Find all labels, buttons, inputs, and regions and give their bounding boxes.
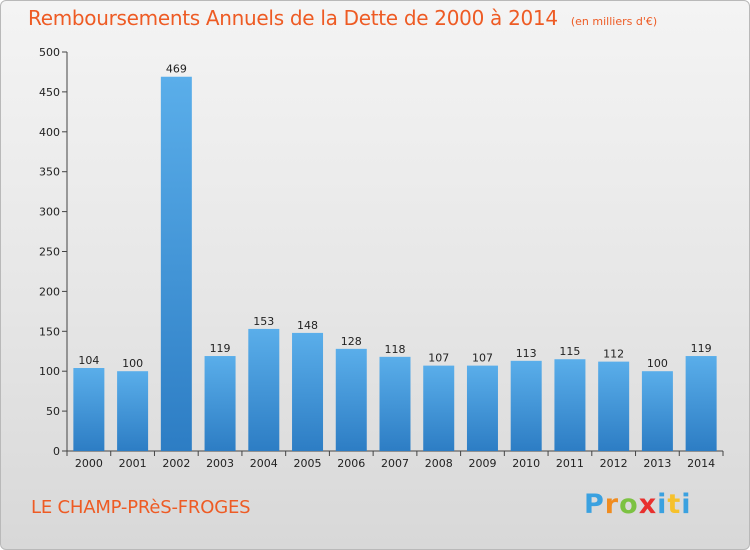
bar-value-label: 119 [691, 342, 712, 355]
x-tick-label: 2001 [119, 457, 147, 470]
y-tick-label: 100 [39, 365, 60, 378]
y-tick-label: 0 [53, 445, 60, 458]
bar-value-label: 100 [122, 357, 143, 370]
y-tick-label: 50 [46, 405, 60, 418]
bar-value-label: 469 [166, 63, 187, 76]
y-tick-label: 300 [39, 206, 60, 219]
x-tick-label: 2005 [294, 457, 322, 470]
y-axis: 0 50 100 150 200 250 300 350 400 450 500 [39, 46, 68, 458]
logo-letter: P [584, 489, 605, 520]
bar[interactable] [554, 359, 586, 451]
y-tick-label: 400 [39, 126, 60, 139]
chart-title: Remboursements Annuels de la Dette de 20… [28, 6, 657, 30]
bar-value-label: 113 [516, 347, 537, 360]
bar[interactable] [117, 371, 149, 451]
logo-letter: i [657, 489, 668, 520]
y-tick-label: 500 [39, 46, 60, 59]
bar[interactable] [292, 332, 324, 451]
y-tick-label: 200 [39, 285, 60, 298]
bars [73, 76, 717, 451]
chart-title-text: Remboursements Annuels de la Dette de 20… [28, 6, 558, 30]
x-tick-label: 2012 [600, 457, 628, 470]
x-tick-label: 2002 [162, 457, 190, 470]
bar[interactable] [641, 371, 673, 451]
bar[interactable] [685, 356, 717, 451]
proxiti-logo[interactable]: Proxiti [584, 489, 692, 520]
logo-letter: x [638, 489, 658, 520]
x-tick-label: 2008 [425, 457, 453, 470]
bar[interactable] [73, 368, 105, 451]
x-axis: 2000 2001 2002 2003 2004 2005 2006 2007 2008 2009… [66, 450, 724, 470]
x-tick-label: 2007 [381, 457, 409, 470]
bar-value-label: 118 [385, 343, 406, 356]
bar-value-label: 112 [603, 348, 624, 361]
y-tick-label: 150 [39, 325, 60, 338]
bar-value-label: 148 [297, 319, 318, 332]
bar-value-label: 119 [210, 342, 231, 355]
bar-value-label: 104 [78, 354, 99, 367]
bar[interactable] [598, 361, 630, 451]
bar-value-label: 128 [341, 335, 362, 348]
bar[interactable] [510, 360, 542, 451]
bar[interactable] [335, 348, 367, 451]
x-tick-label: 2006 [337, 457, 365, 470]
x-tick-label: 2014 [687, 457, 715, 470]
x-tick-label: 2004 [250, 457, 278, 470]
commune-name: LE CHAMP-PRèS-FROGES [31, 497, 251, 518]
x-tick-label: 2010 [512, 457, 540, 470]
x-tick-label: 2003 [206, 457, 234, 470]
y-tick-label: 350 [39, 166, 60, 179]
x-tick-label: 2000 [75, 457, 103, 470]
logo-letter: i [681, 489, 692, 520]
y-tick-label: 250 [39, 246, 60, 259]
bar[interactable] [248, 328, 280, 451]
bar[interactable] [423, 365, 455, 451]
value-labels: 104 100 469 119 153 148 128 118 107 107 113 115 112 1… [78, 63, 711, 370]
bar[interactable] [466, 365, 498, 451]
logo-letter: t [667, 489, 682, 520]
bar[interactable] [379, 356, 411, 451]
x-tick-label: 2011 [556, 457, 584, 470]
logo-letter: r [604, 489, 620, 520]
bar[interactable] [160, 76, 192, 451]
bar-value-label: 107 [428, 352, 449, 365]
bar[interactable] [204, 356, 236, 451]
logo-letter: o [619, 489, 639, 520]
bar-value-label: 115 [559, 345, 580, 358]
y-tick-label: 450 [39, 86, 60, 99]
bar-value-label: 107 [472, 352, 493, 365]
x-tick-label: 2013 [643, 457, 671, 470]
bar-value-label: 100 [647, 357, 668, 370]
bar-value-label: 153 [253, 315, 274, 328]
x-tick-label: 2009 [468, 457, 496, 470]
chart-unit-label: (en milliers d'€) [570, 15, 658, 28]
